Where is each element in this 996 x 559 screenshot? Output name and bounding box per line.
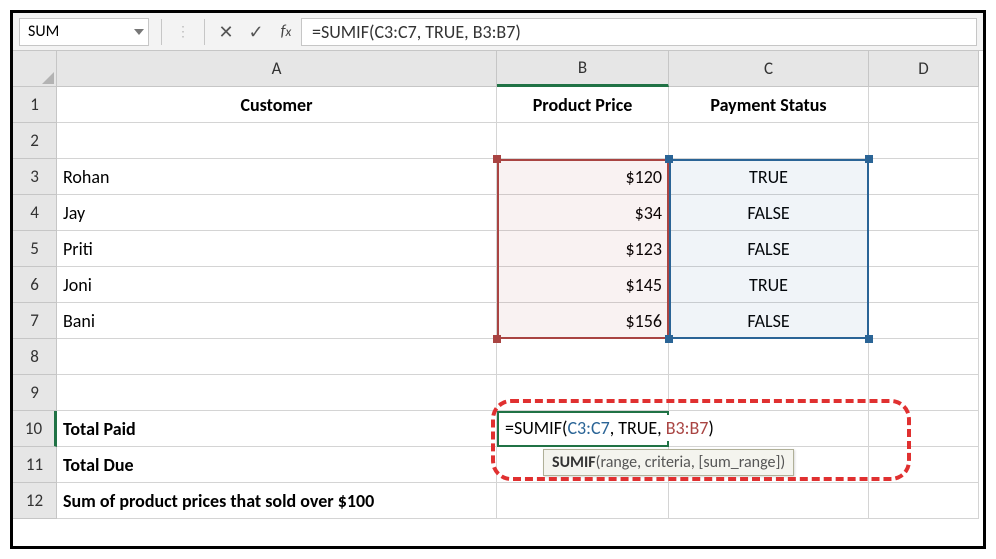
cell-A5[interactable]: Priti — [57, 231, 497, 267]
cell-C9[interactable] — [669, 375, 869, 411]
confirm-icon[interactable]: ✓ — [241, 18, 271, 46]
formula-prefix: =SUMIF( — [505, 417, 567, 439]
cell-B8[interactable] — [497, 339, 669, 375]
row-header[interactable]: 1 — [13, 87, 57, 123]
row-header[interactable]: 10 — [13, 411, 57, 447]
select-all-corner[interactable] — [13, 51, 57, 87]
col-header-C[interactable]: C — [669, 51, 869, 87]
cell-C4[interactable]: FALSE — [669, 195, 869, 231]
cell-B1[interactable]: Product Price — [497, 87, 669, 123]
function-tooltip: SUMIF(range, criteria, [sum_range]) — [543, 449, 794, 476]
cell-D11[interactable] — [869, 447, 979, 483]
cell-B5[interactable]: $123 — [497, 231, 669, 267]
cell-D12[interactable] — [869, 483, 979, 519]
formula-bar: SUM ⋮ ✕ ✓ fx =SUMIF(C3:C7, TRUE, B3:B7) — [13, 13, 983, 51]
formula-suffix: ) — [708, 417, 713, 439]
tooltip-fn: SUMIF — [552, 453, 596, 472]
cell-A2[interactable] — [57, 123, 497, 159]
cell-D10[interactable] — [869, 411, 979, 447]
col-header-A[interactable]: A — [57, 51, 497, 87]
cell-B3[interactable]: $120 — [497, 159, 669, 195]
cell-A8[interactable] — [57, 339, 497, 375]
row-header[interactable]: 7 — [13, 303, 57, 339]
divider — [161, 19, 162, 45]
name-box[interactable]: SUM — [19, 18, 149, 46]
cell-C3[interactable]: TRUE — [669, 159, 869, 195]
formula-range1: C3:C7 — [567, 417, 609, 439]
formula-input[interactable]: =SUMIF(C3:C7, TRUE, B3:B7) — [301, 18, 977, 46]
cell-A3[interactable]: Rohan — [57, 159, 497, 195]
expand-icon[interactable]: ⋮ — [168, 18, 198, 46]
handle-icon — [865, 335, 873, 343]
chevron-down-icon[interactable] — [134, 29, 144, 35]
handle-icon — [493, 335, 501, 343]
cell-B7[interactable]: $156 — [497, 303, 669, 339]
cell-A4[interactable]: Jay — [57, 195, 497, 231]
cell-B2[interactable] — [497, 123, 669, 159]
row-header[interactable]: 6 — [13, 267, 57, 303]
cell-C2[interactable] — [669, 123, 869, 159]
cell-A11[interactable]: Total Due — [57, 447, 497, 483]
cell-A6[interactable]: Joni — [57, 267, 497, 303]
cell-D6[interactable] — [869, 267, 979, 303]
cell-D4[interactable] — [869, 195, 979, 231]
handle-icon — [493, 155, 501, 163]
row-header[interactable]: 8 — [13, 339, 57, 375]
in-cell-formula[interactable]: =SUMIF(C3:C7, TRUE, B3:B7) — [503, 415, 716, 441]
row-header[interactable]: 5 — [13, 231, 57, 267]
cell-D3[interactable] — [869, 159, 979, 195]
cell-A10[interactable]: Total Paid — [57, 411, 497, 447]
cell-A9[interactable] — [57, 375, 497, 411]
cell-D2[interactable] — [869, 123, 979, 159]
cell-C12[interactable] — [669, 483, 869, 519]
handle-icon — [665, 335, 673, 343]
tooltip-sig: (range, criteria, [sum_range]) — [596, 453, 786, 472]
name-box-value: SUM — [28, 22, 59, 41]
cell-B12[interactable] — [497, 483, 669, 519]
cell-B6[interactable]: $145 — [497, 267, 669, 303]
cell-C5[interactable]: FALSE — [669, 231, 869, 267]
cell-D1[interactable] — [869, 87, 979, 123]
formula-text: =SUMIF(C3:C7, TRUE, B3:B7) — [312, 21, 521, 43]
row-header[interactable]: 3 — [13, 159, 57, 195]
row-header[interactable]: 12 — [13, 483, 57, 519]
col-header-B[interactable]: B — [497, 51, 669, 87]
row-header[interactable]: 2 — [13, 123, 57, 159]
divider — [204, 19, 205, 45]
cell-A1[interactable]: Customer — [57, 87, 497, 123]
cancel-icon[interactable]: ✕ — [211, 18, 241, 46]
col-header-D[interactable]: D — [869, 51, 979, 87]
cell-D5[interactable] — [869, 231, 979, 267]
cell-C1[interactable]: Payment Status — [669, 87, 869, 123]
cell-C8[interactable] — [669, 339, 869, 375]
handle-icon — [665, 155, 673, 163]
cell-D7[interactable] — [869, 303, 979, 339]
spreadsheet-grid[interactable]: A B C D 1 Customer Product Price Payment… — [13, 51, 983, 519]
cell-C6[interactable]: TRUE — [669, 267, 869, 303]
row-header[interactable]: 11 — [13, 447, 57, 483]
cell-D8[interactable] — [869, 339, 979, 375]
cell-A7[interactable]: Bani — [57, 303, 497, 339]
cell-B4[interactable]: $34 — [497, 195, 669, 231]
handle-icon — [865, 155, 873, 163]
cell-A12[interactable]: Sum of product prices that sold over $10… — [57, 483, 497, 519]
fx-icon[interactable]: fx — [271, 18, 301, 46]
excel-window: SUM ⋮ ✕ ✓ fx =SUMIF(C3:C7, TRUE, B3:B7) … — [10, 10, 986, 549]
cell-B9[interactable] — [497, 375, 669, 411]
cell-C7[interactable]: FALSE — [669, 303, 869, 339]
cell-D9[interactable] — [869, 375, 979, 411]
row-header[interactable]: 4 — [13, 195, 57, 231]
row-header[interactable]: 9 — [13, 375, 57, 411]
formula-range2: B3:B7 — [666, 417, 709, 439]
formula-mid: , TRUE, — [610, 417, 666, 439]
